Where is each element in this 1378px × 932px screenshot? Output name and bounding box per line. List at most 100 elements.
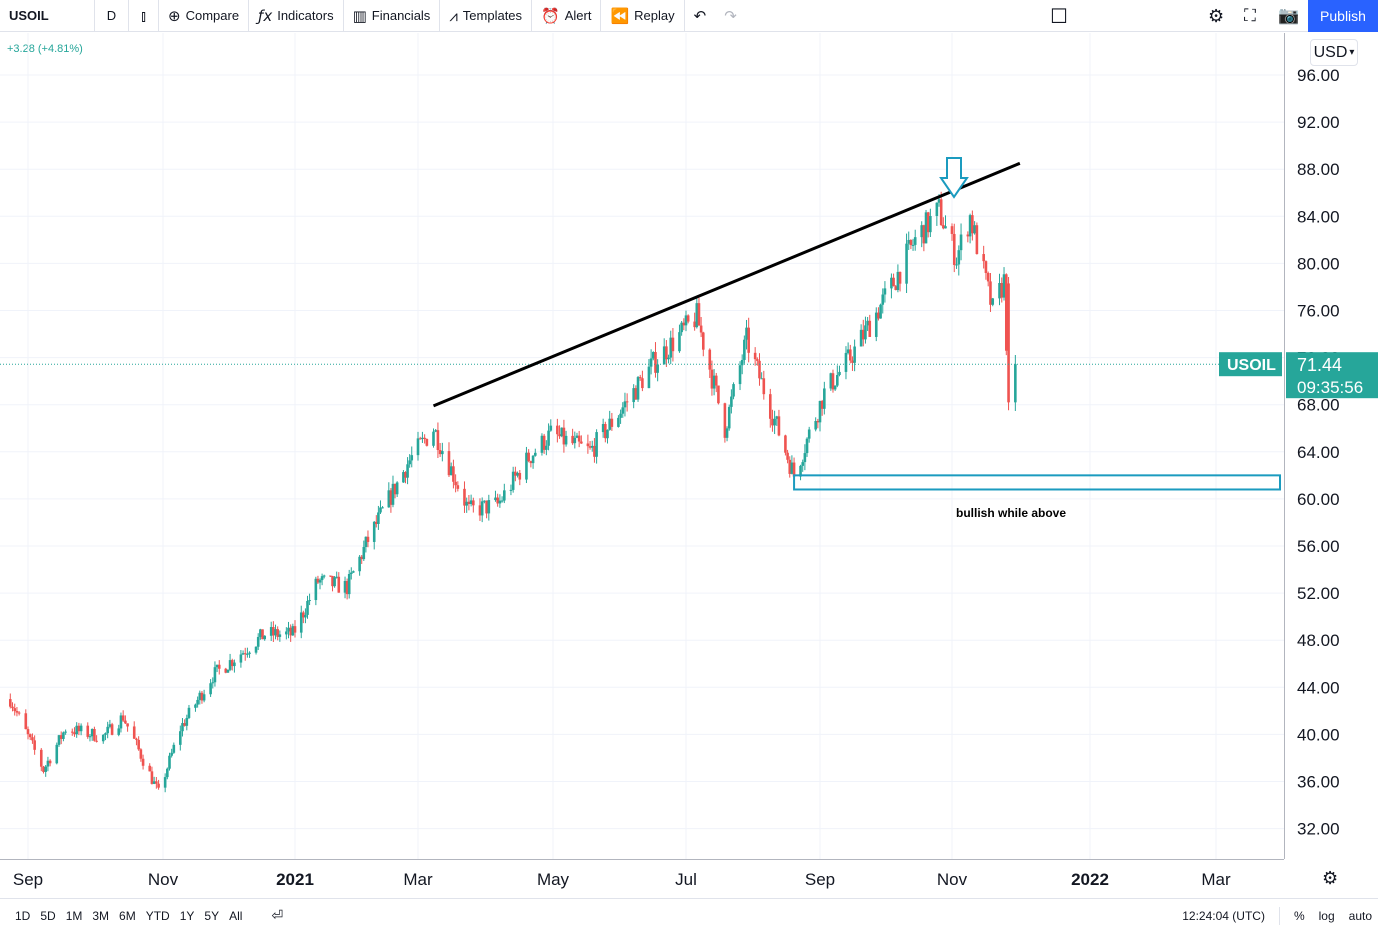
y-tick-label: 60.00	[1297, 490, 1340, 509]
range-button[interactable]: All	[229, 908, 243, 923]
candle	[209, 679, 212, 697]
arrow-down-icon	[939, 157, 969, 199]
y-tick-label: 84.00	[1297, 207, 1340, 226]
candle	[33, 735, 36, 755]
candle	[152, 776, 156, 785]
candle	[93, 726, 96, 742]
candle	[15, 706, 19, 717]
candle	[920, 221, 924, 248]
candle	[991, 297, 995, 307]
fullscreen-button[interactable]: ⛶	[1244, 0, 1256, 32]
candle	[17, 711, 21, 716]
candle	[79, 723, 83, 736]
interval-button[interactable]: D	[95, 0, 129, 32]
compare-label: Compare	[185, 8, 240, 23]
publish-button[interactable]: Publish	[1308, 0, 1378, 32]
candle	[723, 402, 727, 443]
scale-settings-gear-icon[interactable]: ⚙	[1322, 868, 1339, 889]
range-button[interactable]: 5D	[40, 908, 56, 923]
candle	[680, 321, 683, 336]
candle	[580, 435, 583, 444]
log-toggle[interactable]: log	[1318, 909, 1335, 923]
candle	[714, 372, 718, 393]
settings-button[interactable]: ⚙	[1208, 0, 1224, 32]
candle	[619, 409, 622, 424]
plus-circle-icon: ⊕	[168, 6, 181, 25]
candle	[975, 222, 979, 255]
chart-pane[interactable]: bullish while above USOIL	[0, 33, 1284, 859]
square-layout-icon: ☐	[1050, 4, 1068, 28]
time-scale[interactable]: Sep Nov 2021 Mar May Jul Sep Nov 2022 Mar	[0, 859, 1284, 897]
clock-time[interactable]: 12:24:04 (UTC)	[1182, 909, 1265, 923]
y-tick-label: 36.00	[1297, 773, 1340, 792]
candle	[929, 208, 932, 238]
candle	[26, 726, 30, 740]
auto-toggle[interactable]: auto	[1348, 909, 1372, 923]
candle	[198, 690, 202, 705]
range-button[interactable]: 6M	[119, 908, 136, 923]
undo-button[interactable]: ↶	[685, 0, 716, 32]
legend-change: +3.28 (+4.81%)	[7, 43, 83, 55]
candle	[896, 264, 900, 293]
candle	[590, 440, 594, 452]
price-chart[interactable]: bullish while above USOIL	[0, 33, 1284, 859]
indicators-button[interactable]: ƒx Indicators	[249, 0, 344, 32]
candle	[95, 735, 98, 743]
candle	[801, 459, 805, 472]
range-button[interactable]: 1Y	[179, 908, 195, 923]
chevron-down-icon: ▾	[1349, 47, 1355, 58]
candle	[649, 349, 653, 375]
candle	[848, 344, 852, 364]
replay-button[interactable]: ⏪ Replay	[601, 0, 685, 32]
candle	[1002, 267, 1006, 301]
range-button[interactable]: 1D	[15, 908, 31, 923]
currency-button[interactable]: USD ▾	[1310, 39, 1358, 66]
alert-button[interactable]: ⏰ Alert	[532, 0, 602, 32]
financials-button[interactable]: ▥ Financials	[344, 0, 441, 32]
candle	[172, 742, 176, 754]
candle	[881, 288, 885, 314]
candle	[163, 773, 167, 793]
candle	[200, 690, 204, 704]
candle	[243, 647, 247, 661]
range-button[interactable]: YTD	[145, 908, 170, 923]
candle	[844, 346, 848, 380]
candle	[28, 733, 32, 741]
symbol-tag: USOIL	[1219, 352, 1282, 377]
candle	[564, 430, 568, 447]
candle	[101, 734, 105, 744]
range-button[interactable]: 1M	[65, 908, 83, 923]
candle	[531, 454, 535, 469]
layout-button[interactable]: ☐	[1050, 0, 1068, 32]
date-range-button[interactable]: ⏎	[271, 908, 283, 924]
candle	[805, 437, 809, 457]
templates-button[interactable]: ⩘ Templates	[440, 0, 533, 32]
candle	[13, 703, 17, 716]
percent-toggle[interactable]: %	[1293, 909, 1305, 923]
candle	[939, 191, 943, 227]
compare-button[interactable]: ⊕ Compare	[159, 0, 250, 32]
candle	[1000, 277, 1004, 303]
candle	[406, 457, 409, 485]
x-tick-label: 2021	[276, 870, 314, 889]
chart-type-button[interactable]: ⫾	[129, 0, 159, 32]
divider	[1278, 907, 1280, 925]
price-scale[interactable]: 96.0092.0088.0084.0080.0076.0072.0068.00…	[1284, 33, 1378, 859]
candle	[425, 438, 429, 447]
candle	[861, 319, 865, 347]
symbol-search-button[interactable]: USOIL	[0, 0, 95, 32]
candle	[732, 382, 735, 400]
candle	[697, 297, 701, 326]
redo-button[interactable]: ↷	[715, 0, 746, 32]
chart-grid	[0, 33, 1284, 859]
symbol-tag-text: USOIL	[1227, 357, 1276, 374]
templates-icon: ⩘	[449, 6, 458, 25]
snapshot-button[interactable]: 📷	[1278, 0, 1299, 32]
candle	[88, 734, 92, 742]
candle	[641, 370, 644, 392]
range-button[interactable]: 3M	[92, 908, 110, 923]
candle	[213, 661, 217, 687]
range-button[interactable]: 5Y	[204, 908, 220, 923]
candle	[682, 318, 686, 331]
candle	[656, 359, 659, 382]
